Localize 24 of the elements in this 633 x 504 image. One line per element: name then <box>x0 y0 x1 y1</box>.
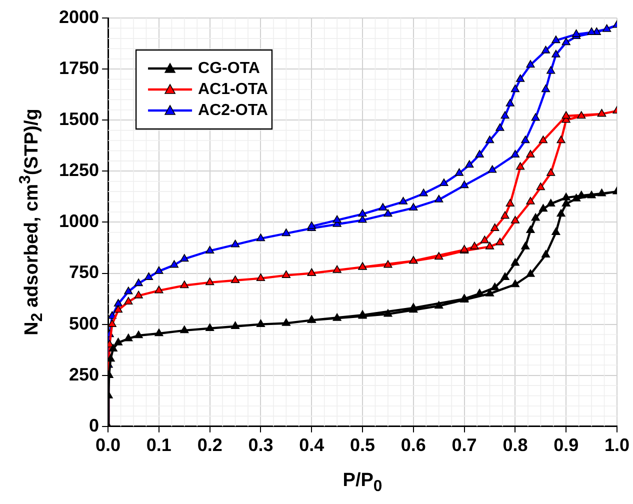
y-tick-label: 250 <box>68 364 100 384</box>
x-tick-label: 0.8 <box>502 435 528 456</box>
y-tick-label: 500 <box>68 313 100 334</box>
x-tick-label: 0.2 <box>197 435 222 456</box>
legend-label: AC2-OTA <box>198 102 268 119</box>
x-tick-label: 0.4 <box>299 435 324 456</box>
x-tick-label: 0.9 <box>554 435 579 456</box>
y-tick-label: 1000 <box>58 211 100 232</box>
x-tick-label: 0.0 <box>96 435 121 456</box>
legend-label: CG-OTA <box>198 60 260 77</box>
x-tick-label: 0.5 <box>350 435 376 456</box>
x-axis-title: P/P$_{0}$ <box>342 470 382 496</box>
x-tick-label: 1.0 <box>604 435 630 456</box>
y-tick-label: 750 <box>68 262 100 282</box>
y-tick-label: 0 <box>89 415 100 436</box>
x-tick-label: 0.3 <box>248 435 274 456</box>
y-tick-label: 1500 <box>58 109 100 130</box>
x-tick-label: 0.6 <box>400 435 426 456</box>
y-tick-label: 2000 <box>58 6 100 27</box>
x-tick-label: 0.1 <box>146 435 172 456</box>
y-tick-label: 1250 <box>58 160 100 180</box>
legend-label: AC1-OTA <box>198 80 268 98</box>
x-tick-label: 0.7 <box>452 435 477 456</box>
y-tick-label: 1750 <box>58 58 100 78</box>
